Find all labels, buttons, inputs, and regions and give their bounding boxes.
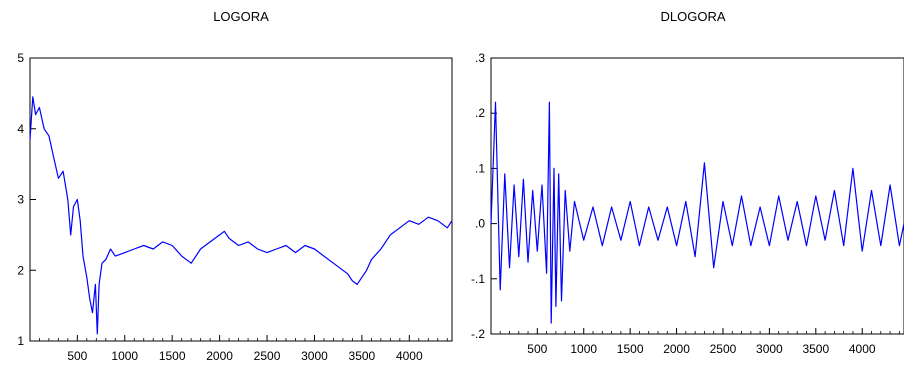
dlogora-plot: 500 1000 1500 2000 2500 3000 3500 4000 -.2 -.1 .0.… (471, 51, 904, 356)
chart-title: LOGORA (213, 9, 269, 24)
x-tick-label: 4000 (396, 349, 423, 363)
logora-chart: LOGORA 500 1000 1500 2000 2500 3000 3500 4000 1 2… (17, 9, 453, 363)
x-tick-label: 3500 (349, 349, 376, 363)
x-tick-label: 2500 (254, 349, 281, 363)
x-tick-label: 500 (67, 349, 87, 363)
x-tick-label: 1500 (159, 349, 186, 363)
x-tick-label: 2000 (206, 349, 233, 363)
y-tick-label: .1 (475, 161, 485, 175)
x-tick-label: 3000 (756, 342, 783, 356)
x-tick-label: 3000 (301, 349, 328, 363)
y-tick-label: 2 (17, 263, 24, 277)
x-tick-label: 3500 (802, 342, 829, 356)
chart-title: DLOGORA (660, 9, 726, 24)
dlogora-chart: DLOGORA 500 1000 1500 2000 2500 3000 3500 4000 -… (452, 0, 904, 365)
x-tick-label: 1000 (111, 349, 138, 363)
plot-frame (29, 57, 453, 342)
y-tick-label: -.2 (471, 327, 485, 341)
x-tick-label: 1000 (570, 342, 597, 356)
y-tick-label: 3 (17, 193, 24, 207)
y-tick-label: .0 (475, 217, 485, 231)
y-tick-label: .2 (475, 106, 485, 120)
y-tick-label: .3 (475, 51, 485, 65)
y-tick-label: 1 (17, 334, 24, 348)
x-tick-label: 2000 (663, 342, 690, 356)
x-tick-label: 1500 (617, 342, 644, 356)
plot-frame (490, 57, 904, 335)
y-tick-label: 5 (17, 51, 24, 65)
x-tick-label: 4000 (849, 342, 876, 356)
logora-plot: 500 1000 1500 2000 2500 3000 3500 4000 1 2 3 4 5 (17, 51, 453, 363)
series-line (490, 101, 904, 324)
series-line (29, 96, 453, 335)
y-tick-label: 4 (17, 122, 24, 136)
x-tick-label: 500 (527, 342, 547, 356)
x-tick-label: 2500 (710, 342, 737, 356)
y-tick-label: -.1 (471, 272, 485, 286)
